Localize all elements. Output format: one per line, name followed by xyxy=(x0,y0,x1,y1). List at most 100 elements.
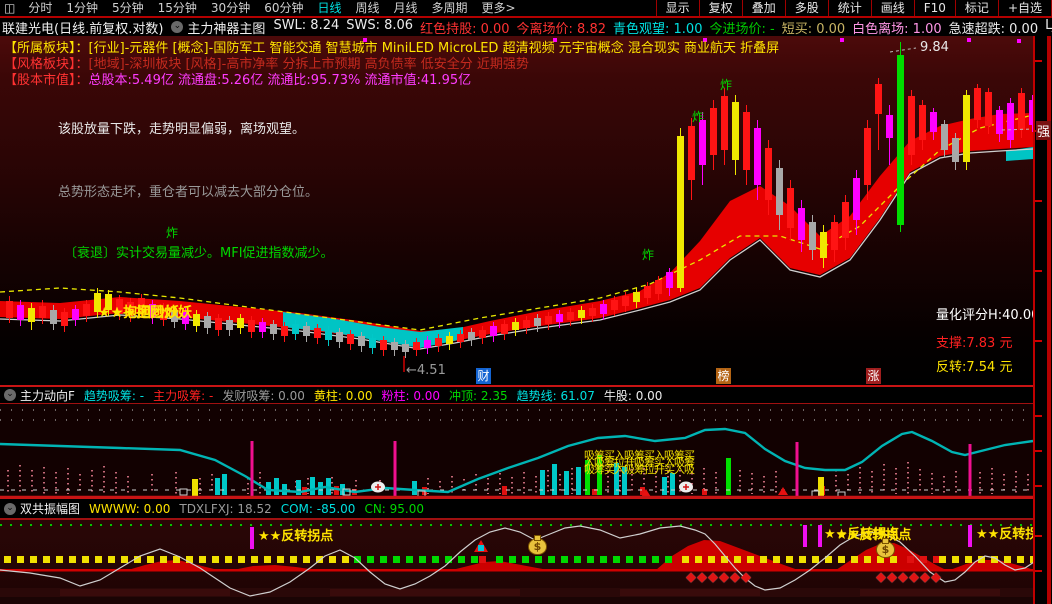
band-square xyxy=(522,556,529,563)
title-field-1: SWS: 8.06 xyxy=(346,18,414,33)
toolbar-button-7[interactable]: 标记 xyxy=(954,0,998,16)
period-tab-10[interactable]: 更多> xyxy=(481,1,516,15)
right-scroll-strip[interactable] xyxy=(1047,36,1051,604)
panel3-title: 双共振幅图 xyxy=(20,502,81,516)
period-tab-3[interactable]: 15分钟 xyxy=(157,1,197,15)
main-chart[interactable]: 【所属板块】：[行业]-元器件 [概念]-国防军工 智能交通 智慧城市 Mini… xyxy=(0,36,1052,385)
band-square xyxy=(695,556,702,563)
right-axis-gutter[interactable]: 强 xyxy=(1033,36,1052,604)
period-tab-1[interactable]: 1分钟 xyxy=(66,1,98,15)
period-tab-6[interactable]: 日线 xyxy=(317,1,342,15)
period-tab-8[interactable]: 月线 xyxy=(393,1,418,15)
collapse-icon[interactable]: ⌄ xyxy=(4,389,16,401)
toolbar-button-5[interactable]: 画线 xyxy=(870,0,914,16)
title-field-6: 短买: 0.00 xyxy=(781,21,846,37)
pivot-label-2: ★★反转拐点 xyxy=(976,527,1052,542)
overlapping-signal-text: 入吸筹拉升吸筹买入吸筹 xyxy=(584,456,695,469)
candlestick xyxy=(160,308,167,320)
band-square xyxy=(354,556,361,563)
bottom-tag-0[interactable]: 财 xyxy=(476,368,491,384)
band-square xyxy=(121,556,128,563)
candlestick xyxy=(347,334,354,344)
cyan-bar xyxy=(670,473,675,495)
candlestick xyxy=(556,314,563,322)
candlestick xyxy=(644,286,651,298)
cyan-bar xyxy=(310,477,315,495)
band-square xyxy=(95,556,102,563)
pivot-label-1: ★★反转拐点 xyxy=(824,527,900,542)
period-tab-5[interactable]: 60分钟 xyxy=(264,1,304,15)
gem-icon: ◆ xyxy=(719,570,729,585)
band-square xyxy=(851,556,858,563)
band-square xyxy=(786,556,793,563)
band-square xyxy=(665,556,672,563)
candlestick xyxy=(611,300,618,310)
candlestick xyxy=(743,112,750,170)
period-tab-0[interactable]: 分时 xyxy=(28,1,53,15)
indicator-name[interactable]: 主力神器主图 xyxy=(187,21,266,37)
chart-annotation-0: 该股放量下跌，走势明显偏弱，离场观望。 xyxy=(58,122,306,137)
candlestick xyxy=(633,292,640,302)
bottom-tag-2[interactable]: 涨 xyxy=(866,368,881,384)
candlestick xyxy=(974,88,981,120)
collapse-icon[interactable]: ⌄ xyxy=(4,502,16,515)
candlestick xyxy=(413,342,420,350)
bottom-tag-1[interactable]: 榜 xyxy=(716,368,731,384)
panel3-field-0: WWWW: 0.00 xyxy=(89,501,171,516)
panel2-field-4: 粉柱: 0.00 xyxy=(381,388,441,403)
pivot-label-1-ghost: ★★反转拐点 xyxy=(836,528,912,543)
green-bar xyxy=(726,458,731,495)
period-tab-4[interactable]: 30分钟 xyxy=(210,1,251,15)
trend-line xyxy=(0,427,1034,494)
band-square xyxy=(393,556,400,563)
toolbar-button-1[interactable]: 复权 xyxy=(698,0,742,16)
signal-dot xyxy=(967,38,971,42)
toolbar-button-4[interactable]: 统计 xyxy=(827,0,871,16)
green-bar xyxy=(585,460,590,495)
band-square xyxy=(939,556,946,563)
red-bar xyxy=(502,486,507,495)
band-square xyxy=(877,556,884,563)
panel2-header[interactable]: ⌄ 主力动向F 趋势吸筹: - 主力吸筹: - 发财吸筹: 0.00 黄柱: 0.00… xyxy=(0,385,1052,404)
band-square xyxy=(432,556,439,563)
toolbar-button-2[interactable]: 叠加 xyxy=(741,0,785,16)
gem-icon: ◆ xyxy=(730,570,740,585)
candlestick xyxy=(589,308,596,316)
window-layout-icon[interactable]: ◫ xyxy=(4,1,16,15)
band-square xyxy=(329,556,336,563)
panel2-chart[interactable]: 吸筹买入吸筹买入吸筹买 入吸筹拉升吸筹买入吸筹 吸筹买入吸筹拉升买入吸 xyxy=(0,404,1052,497)
stock-name[interactable]: 联建光电(日线.前复权.对数) xyxy=(2,21,164,37)
candlestick xyxy=(281,326,288,336)
band-square xyxy=(626,556,633,563)
candlestick xyxy=(468,332,475,340)
period-tab-7[interactable]: 周线 xyxy=(355,1,380,15)
chevron-down-icon[interactable]: ⌄ xyxy=(171,21,184,33)
toolbar-button-0[interactable]: 显示 xyxy=(655,0,699,16)
candlestick xyxy=(897,55,904,225)
panel2-field-7: 牛股: 0.00 xyxy=(603,388,663,403)
panel3-chart[interactable]: ★★反转拐点 ★★反转拐点 ★★反转拐点 ★★反转拐点 $ $ ◆ ◆ ◆ ◆ ◆ ◆ ◆ ◆ ◆ ◆ ◆ ◆ xyxy=(0,520,1052,604)
band-square xyxy=(561,556,568,563)
candlestick xyxy=(941,124,948,150)
info-row-1: 【风格板块】：[地域]-深圳板块 [风格]-高市净率 分拆上市预期 高负债率 低… xyxy=(4,53,1030,72)
band-square xyxy=(160,556,167,563)
candlestick xyxy=(688,126,695,180)
band-square xyxy=(277,556,284,563)
band-square xyxy=(721,556,728,563)
band-square xyxy=(225,556,232,563)
toolbar-button-6[interactable]: F10 xyxy=(913,0,955,16)
band-square xyxy=(173,556,180,563)
main-chart-canvas xyxy=(0,38,1036,372)
period-tab-2[interactable]: 5分钟 xyxy=(112,1,144,15)
panel3-fields: WWWW: 0.00 TDXLFXJ: 18.52 COM: -85.00 CN: 9… xyxy=(89,502,433,516)
toolbar-button-3[interactable]: 多股 xyxy=(784,0,828,16)
period-tab-9[interactable]: 多周期 xyxy=(431,1,468,15)
panel3-field-1: TDXLFXJ: 18.52 xyxy=(179,501,272,516)
right-stat-label-2: 反转:7.54 元 xyxy=(936,360,1013,375)
toolbar-button-8[interactable]: +自选 xyxy=(997,0,1052,16)
candlestick xyxy=(754,128,761,185)
panel3-header[interactable]: ⌄ 双共振幅图 WWWW: 0.00 TDXLFXJ: 18.52 COM: -85… xyxy=(0,497,1052,520)
band-square xyxy=(458,556,465,563)
high-label-leader xyxy=(889,47,917,53)
